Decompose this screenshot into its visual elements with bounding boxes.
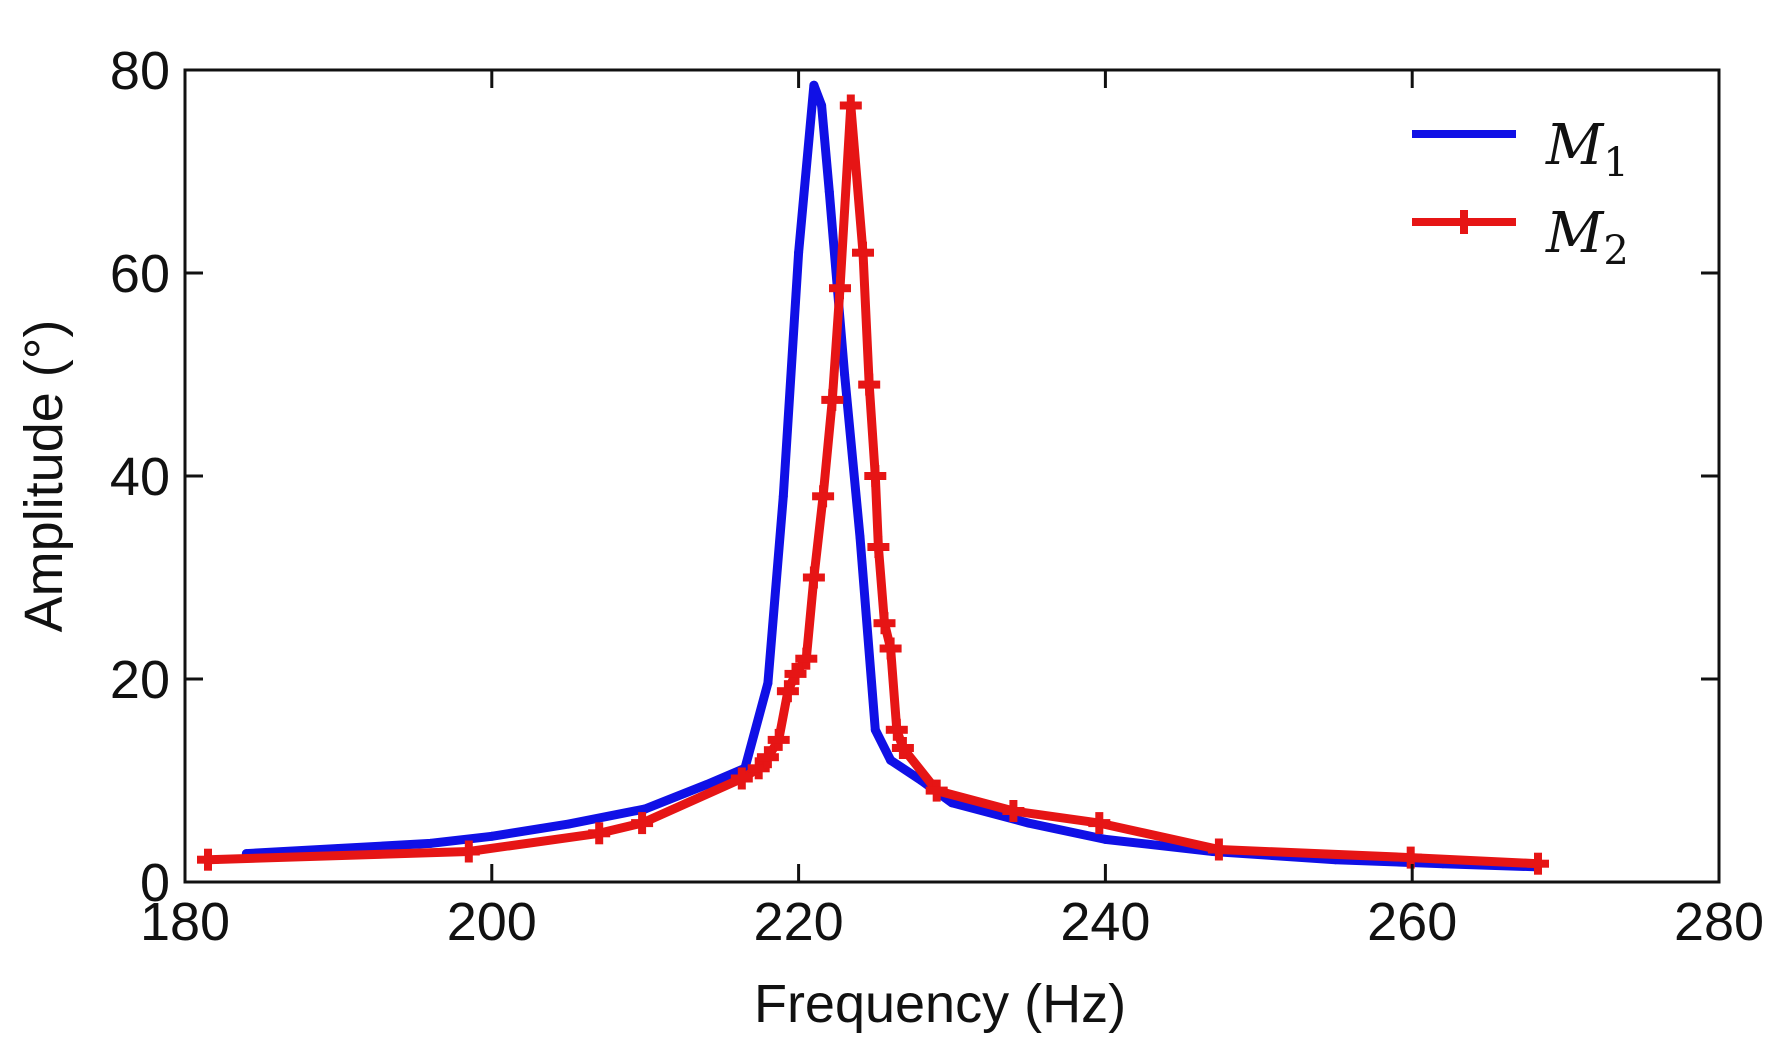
data-point-m2-6	[756, 746, 779, 769]
data-point-m2-25	[1002, 800, 1025, 822]
data-point-m2-22	[885, 718, 908, 741]
y-tick-label-0: 0	[140, 853, 170, 913]
data-point-m1-2	[425, 838, 435, 848]
legend-label-m1: M1	[1545, 113, 1629, 186]
legend-marker-m2	[1452, 210, 1476, 234]
data-point-m2-13	[821, 388, 844, 411]
x-tick-label-280: 280	[1674, 892, 1764, 952]
legend-label-m2-main: M	[1545, 201, 1605, 266]
data-point-m2-28	[1399, 846, 1422, 869]
legend-label-m1-sub: 1	[1603, 140, 1628, 186]
x-tick-label-180: 180	[140, 892, 230, 952]
data-point-m2-3	[631, 812, 654, 835]
legend-entry-m2: M2	[1412, 201, 1629, 274]
legend-label-m1-main: M	[1545, 113, 1605, 178]
data-point-m2-17	[858, 373, 881, 396]
data-point-m2-7	[767, 728, 790, 751]
data-point-m2-8	[776, 680, 799, 703]
data-point-m2-23	[891, 737, 914, 759]
x-axis-title: Frequency (Hz)	[754, 974, 1126, 1034]
data-point-m2-29	[1527, 852, 1549, 875]
data-point-m2-26	[1088, 812, 1111, 835]
data-point-m2-24	[925, 779, 948, 802]
data-point-m2-21	[879, 637, 902, 660]
tick-layer	[183, 68, 1721, 884]
data-point-m1-11	[809, 80, 819, 90]
series-layer	[197, 80, 1549, 875]
data-point-m1-10	[794, 248, 804, 258]
data-point-m1-15	[855, 532, 865, 542]
data-point-m1-17	[886, 755, 896, 765]
legend-entry-m1: M1	[1412, 113, 1629, 186]
data-point-m1-14	[840, 370, 850, 379]
data-point-m2-11	[802, 566, 825, 589]
data-point-m2-2	[588, 822, 611, 845]
data-point-m1-19	[947, 798, 957, 808]
data-point-m1-16	[870, 725, 880, 735]
data-point-m1-13	[824, 187, 834, 197]
legend: M1 M2	[1412, 113, 1629, 274]
legend-label-m2-sub: 2	[1603, 228, 1628, 274]
data-point-m2-9	[784, 662, 807, 685]
data-point-m2-5	[747, 757, 770, 780]
legend-label-m2: M2	[1545, 201, 1629, 274]
y-tick-label-60: 60	[110, 244, 170, 304]
data-point-m1-20	[1024, 818, 1034, 828]
data-point-m2-12	[812, 485, 835, 508]
data-point-m2-4	[730, 767, 753, 790]
data-point-m2-14	[829, 277, 851, 300]
data-point-m2-0	[197, 848, 219, 871]
x-tick-label-260: 260	[1367, 892, 1457, 952]
data-point-m1-12	[817, 101, 827, 110]
data-point-m1-1	[333, 844, 343, 853]
data-point-m2-10	[795, 647, 818, 670]
data-point-m2-16	[852, 241, 874, 264]
data-point-m1-4	[564, 819, 573, 829]
data-point-m2-15	[839, 94, 862, 117]
series-m2	[197, 94, 1549, 875]
x-tick-label-200: 200	[447, 892, 537, 952]
series-line-m1	[241, 80, 1540, 872]
data-point-m2-19	[867, 536, 890, 558]
data-point-m2-27	[1207, 838, 1230, 861]
data-point-m1-21	[1100, 834, 1110, 844]
data-point-m1-3	[487, 831, 497, 841]
data-point-m1-6	[702, 780, 712, 790]
data-point-m1-9	[778, 491, 788, 501]
x-tick-label-240: 240	[1060, 892, 1150, 952]
data-point-m1-5	[640, 804, 650, 814]
y-tick-label-20: 20	[110, 650, 170, 710]
tick-label-layer: 180 200 220 240 260 280 0 20 40 60 80	[110, 41, 1764, 952]
x-tick-label-220: 220	[754, 892, 844, 952]
y-axis-title: Amplitude (°)	[14, 320, 74, 633]
y-tick-label-80: 80	[110, 41, 170, 101]
y-tick-label-40: 40	[110, 447, 170, 507]
data-point-m2-20	[873, 612, 896, 635]
data-point-m1-8	[763, 678, 773, 688]
data-point-m2-18	[864, 465, 887, 487]
data-point-m2-1	[457, 840, 480, 863]
